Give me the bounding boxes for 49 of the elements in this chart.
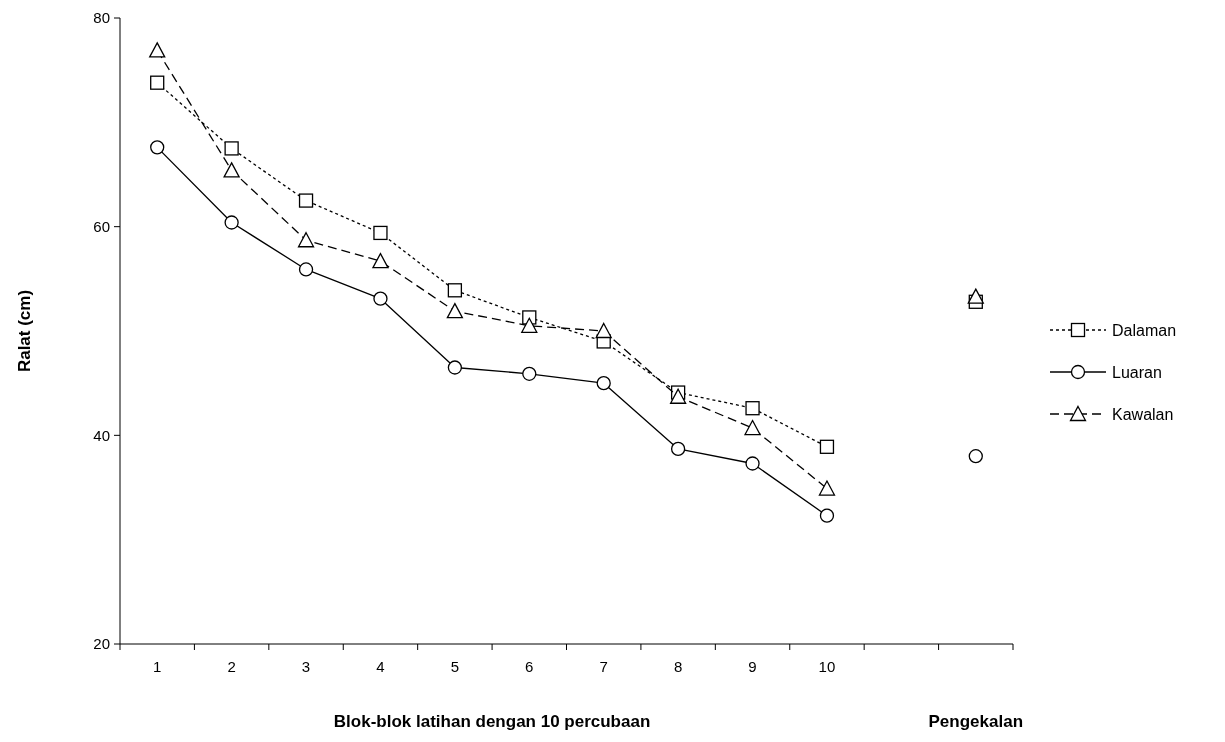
x-tick-label: 3 (301, 658, 311, 675)
y-tick-label: 60 (93, 217, 110, 235)
y-tick-label: 20 (93, 635, 110, 653)
point (373, 225, 388, 241)
point (223, 162, 240, 178)
y-tick-label: 80 (93, 9, 110, 27)
text: Pengekalan (928, 712, 1024, 731)
x-tick-label: 9 (748, 658, 757, 675)
y-tick-label: 40 (93, 426, 110, 444)
point (446, 303, 464, 319)
x-tick-label: 6 (525, 658, 534, 675)
point (447, 360, 463, 375)
point (150, 75, 165, 90)
point (298, 262, 314, 277)
x-tick-label: 2 (227, 658, 236, 675)
point (745, 401, 760, 416)
legend-label: Dalaman (1112, 321, 1177, 339)
point (150, 140, 165, 155)
point (224, 141, 239, 156)
point (224, 215, 239, 230)
x-tick-label: 7 (599, 658, 608, 675)
x-tick-label: 1 (153, 658, 162, 675)
point (744, 419, 761, 436)
x-tick-label: 10 (818, 658, 836, 675)
x-tick-label: 5 (450, 658, 460, 675)
point (669, 388, 687, 404)
point (745, 456, 760, 471)
point (447, 283, 463, 298)
point (297, 232, 315, 248)
point (521, 317, 538, 333)
legend-label: Luaran (1112, 363, 1162, 381)
point (596, 376, 611, 391)
x-tick-label: 8 (673, 658, 683, 675)
point (818, 480, 836, 496)
point (372, 252, 389, 269)
y-axis-title: Ralat (cm) (15, 289, 34, 373)
legend-label: Kawalan (1112, 405, 1174, 423)
point (149, 42, 166, 58)
point (819, 439, 835, 454)
point (595, 322, 612, 339)
x-tick-label: 4 (376, 658, 385, 675)
point (968, 449, 983, 464)
point (670, 441, 686, 457)
point (522, 366, 537, 381)
point (819, 508, 835, 523)
point (967, 288, 984, 304)
x-axis-title: Blok-blok latihan dengan 10 percubaan (333, 712, 651, 731)
point (373, 291, 388, 306)
point (298, 193, 314, 208)
